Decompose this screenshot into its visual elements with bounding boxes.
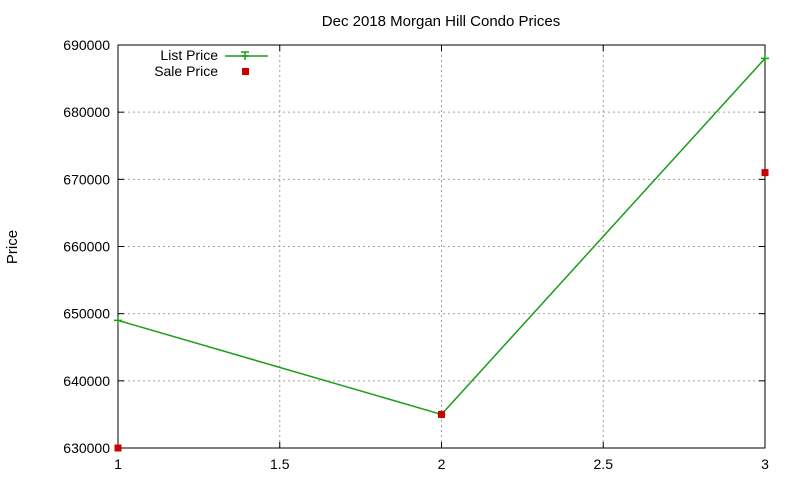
- x-tick-label: 1: [114, 456, 122, 472]
- legend-marker-sale-price: [242, 68, 249, 75]
- data-series: [114, 54, 769, 452]
- legend-label-sale-price: Sale Price: [154, 63, 218, 79]
- x-tick-label: 1.5: [270, 456, 290, 472]
- list-price-point: [114, 316, 122, 325]
- axis-ticks: 1 1.5 2 2.5 3 630000 640000 650000 660000 670000 6…: [63, 37, 769, 472]
- grid-lines: [118, 45, 765, 448]
- y-axis-label: Price: [4, 230, 21, 264]
- y-tick-label: 650000: [63, 306, 110, 322]
- x-tick-label: 3: [761, 456, 769, 472]
- list-price-point: [761, 54, 769, 63]
- y-tick-label: 630000: [63, 440, 110, 456]
- chart-title: Dec 2018 Morgan Hill Condo Prices: [322, 13, 560, 30]
- y-tick-label: 670000: [63, 171, 110, 187]
- y-tick-label: 640000: [63, 373, 110, 389]
- y-tick-label: 690000: [63, 37, 110, 53]
- sale-price-point: [761, 169, 769, 177]
- sale-price-point: [438, 410, 445, 418]
- y-tick-label: 680000: [63, 104, 110, 120]
- sale-price-point: [114, 444, 122, 452]
- x-tick-label: 2: [438, 456, 446, 472]
- x-tick-label: 2.5: [594, 456, 614, 472]
- legend-label-list-price: List Price: [160, 47, 218, 63]
- legend-marker-list-price: [241, 51, 249, 60]
- legend: List Price Sale Price: [154, 47, 268, 79]
- y-tick-label: 660000: [63, 239, 110, 255]
